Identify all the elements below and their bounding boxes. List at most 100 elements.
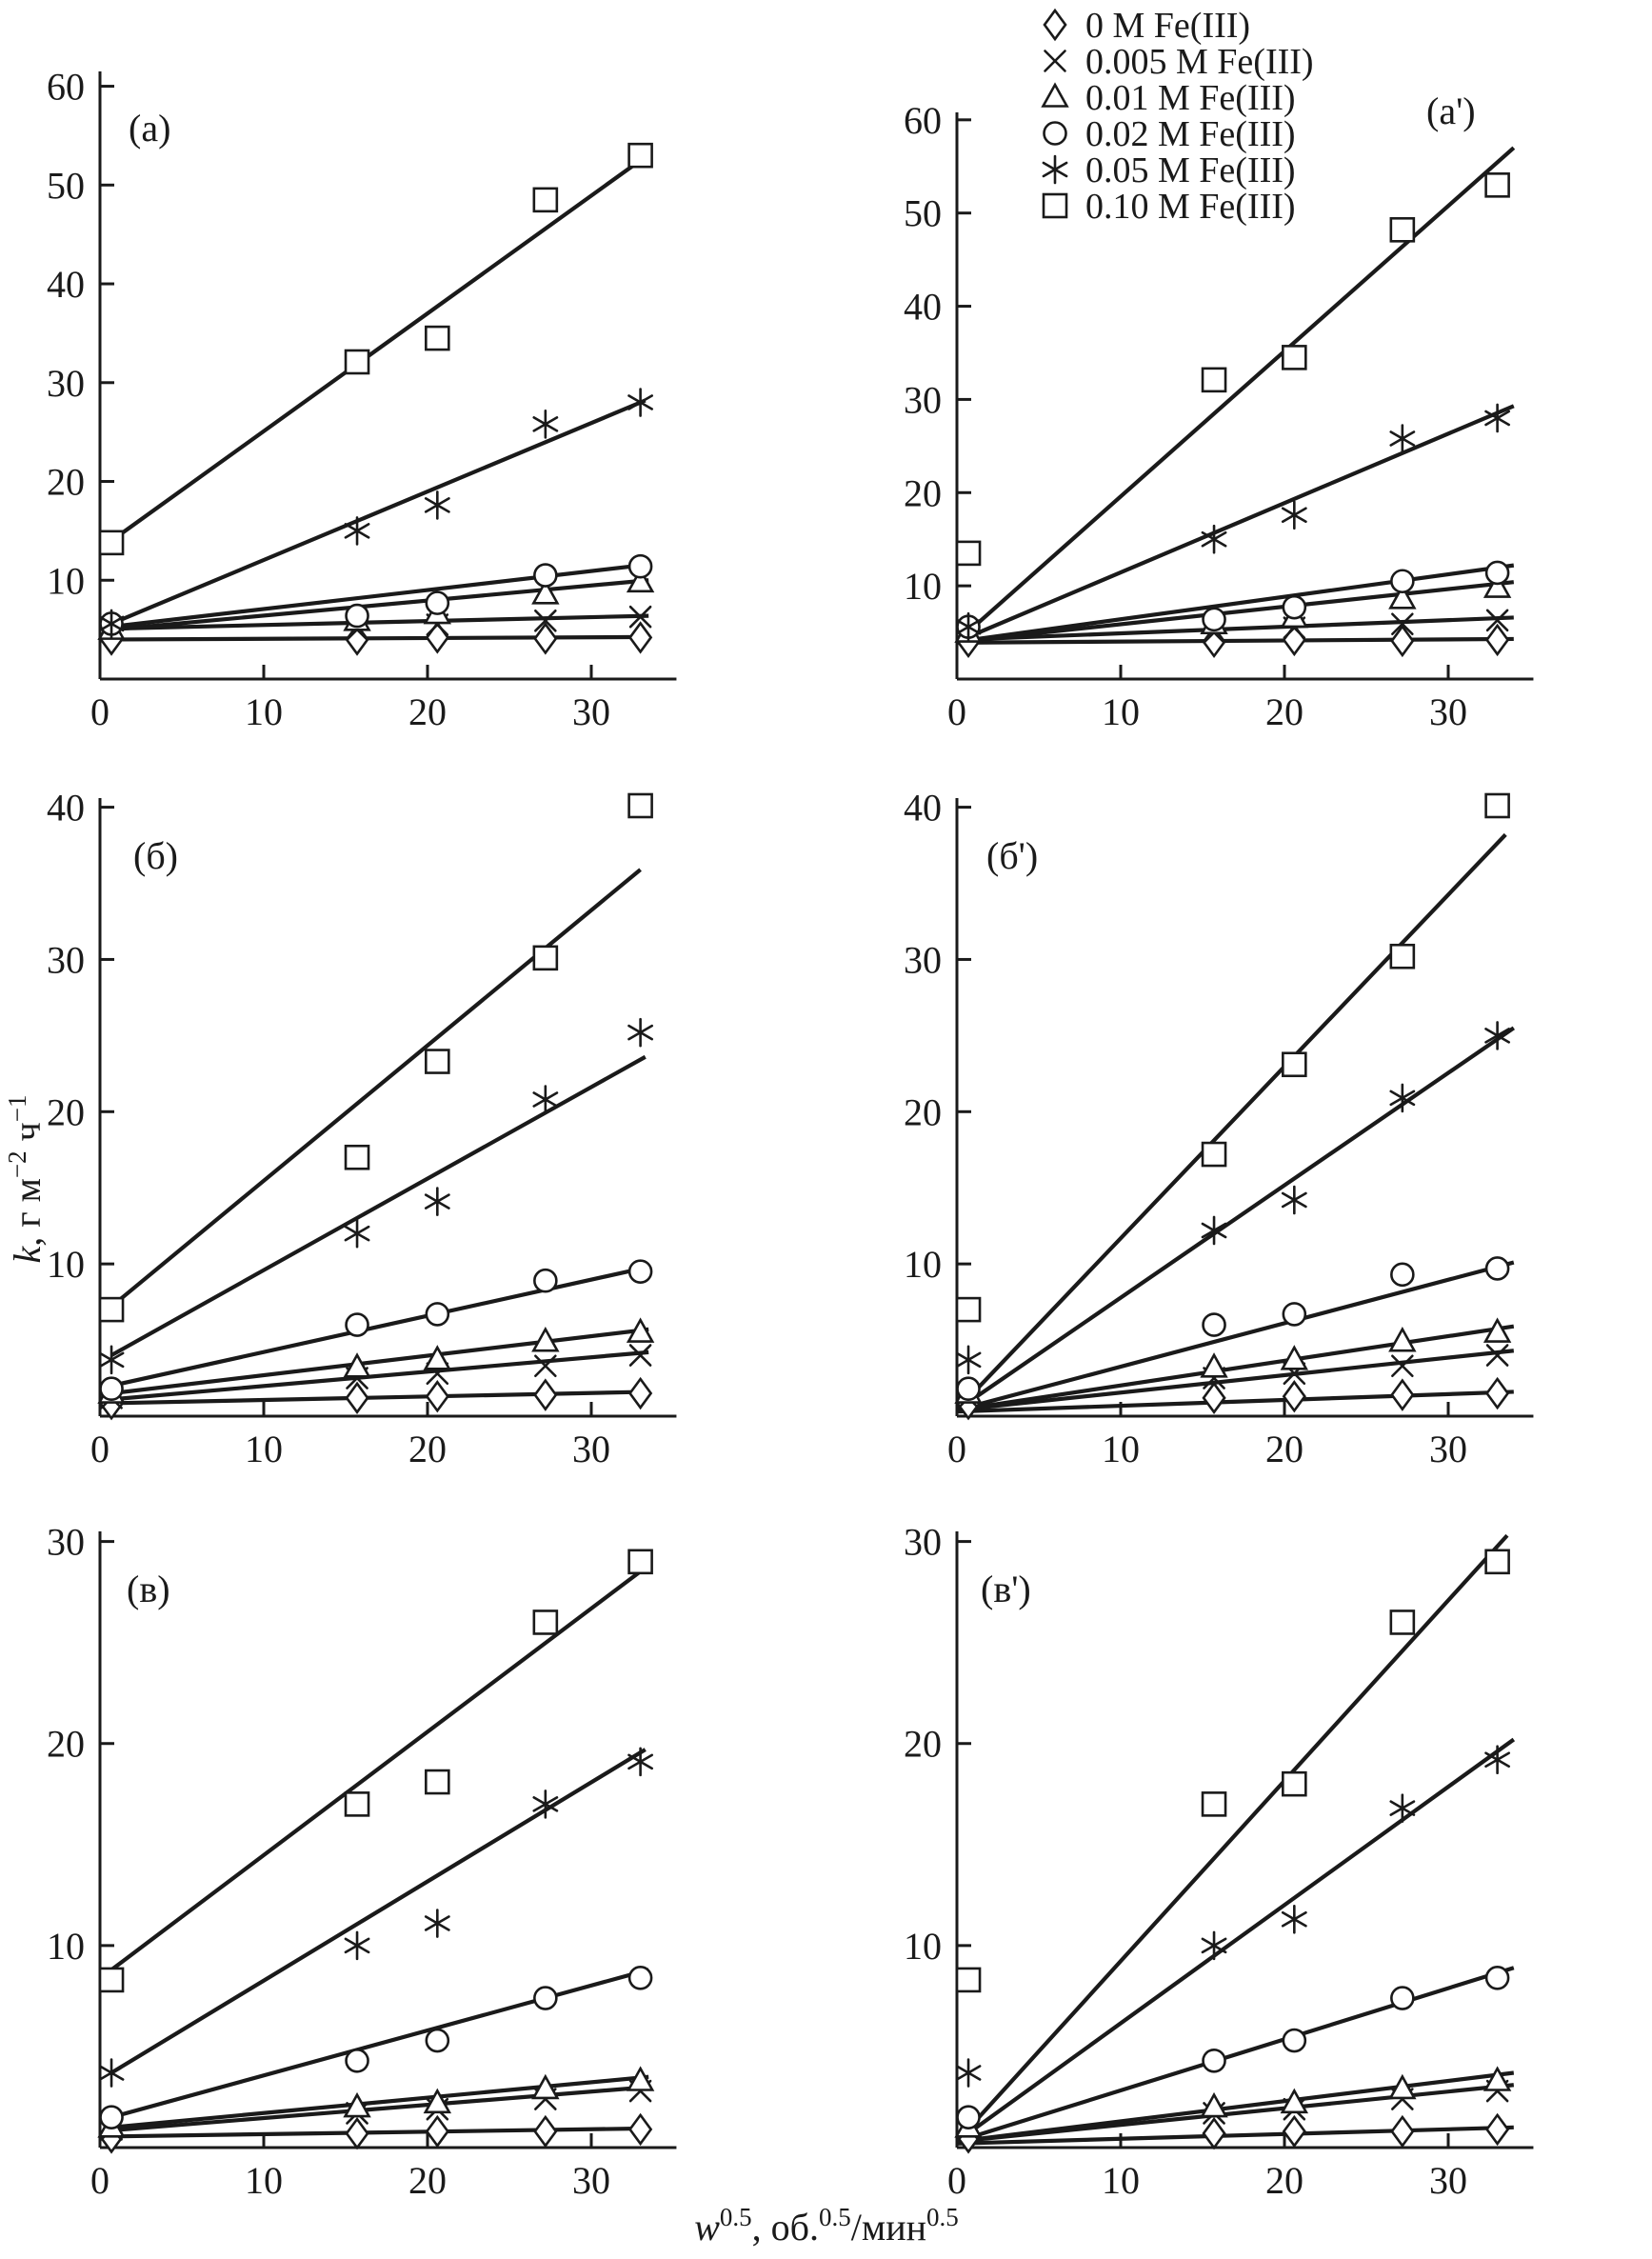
asterisk-marker: [1281, 1185, 1307, 1215]
x-cross-marker: [1391, 1354, 1414, 1378]
trend-line-circle: [956, 1966, 1515, 2144]
y-tick-label: 10: [904, 565, 942, 608]
diamond-marker: [1282, 1380, 1306, 1413]
diamond-marker: [1282, 623, 1306, 657]
y-tick-label: 40: [904, 286, 942, 329]
triangle-marker: [531, 579, 560, 605]
y-tick-label: 30: [904, 378, 942, 421]
x-tick-label: 30: [572, 690, 610, 733]
panel-b-prime-chart: 10 20 30 40 0 10 20 30 (б'): [904, 787, 1534, 1470]
square-marker: [1282, 1770, 1307, 1797]
asterisk-marker: [1201, 1930, 1227, 1961]
panel-label: (а'): [1426, 90, 1476, 132]
series-circle: [956, 1966, 1510, 2129]
y-tick-label: 20: [47, 1090, 85, 1133]
circle-marker: [627, 1966, 653, 1990]
triangle-marker: [626, 567, 655, 593]
x-tick-label: 10: [245, 690, 283, 733]
trend-line-diamond: [956, 1389, 1514, 1414]
diamond-marker: [627, 621, 653, 654]
x-tick-label: 30: [1429, 1428, 1467, 1470]
trend-line-triangle: [956, 580, 1515, 644]
diamond-marker: [627, 1376, 653, 1410]
y-tick-label: 20: [904, 1723, 942, 1766]
legend-item: 0.05 M Fe(III): [1042, 150, 1296, 190]
trend-line-asterisk: [110, 398, 647, 626]
panel-label: (в'): [981, 1568, 1031, 1610]
legend-item: 0.02 M Fe(III): [1043, 114, 1296, 154]
asterisk-marker: [532, 1085, 559, 1114]
series-diamond: [99, 1376, 653, 1421]
series-circle: [956, 560, 1510, 639]
circle-marker: [1390, 1262, 1415, 1288]
x-tick-label: 10: [1102, 690, 1140, 733]
series-triangle: [97, 1317, 655, 1404]
asterisk-marker: [627, 388, 654, 417]
diamond-marker: [1202, 1381, 1226, 1415]
series-square: [955, 1549, 1510, 1993]
x-tick-label: 0: [947, 1428, 966, 1470]
x-cross-marker: [628, 605, 652, 629]
x-tick-label: 30: [572, 2159, 610, 2202]
y-tick-label: 10: [904, 1925, 942, 1968]
x-tick-label: 0: [90, 690, 109, 733]
series-diamond: [99, 621, 653, 656]
y-tick-label: 30: [904, 938, 942, 981]
square-marker: [1201, 1141, 1227, 1168]
circle-marker: [1282, 1302, 1307, 1327]
trend-line-asterisk: [110, 1054, 647, 1357]
diamond-marker: [1202, 2116, 1226, 2150]
square-marker: [1389, 943, 1416, 970]
triangle-marker: [1483, 2066, 1512, 2091]
y-tick-label: 60: [904, 99, 942, 142]
series-square: [955, 172, 1510, 567]
triangle-marker: [1200, 2091, 1228, 2118]
trend-line-circle: [956, 1260, 1515, 1412]
triangle-marker: [1388, 1326, 1417, 1352]
trend-line-square: [109, 158, 642, 543]
y-tick-label: 60: [47, 66, 85, 109]
asterisk-marker: [424, 490, 450, 520]
panel-label: (в): [127, 1568, 170, 1610]
legend-item: 0.10 M Fe(III): [1042, 187, 1296, 227]
trend-line-asterisk: [956, 404, 1515, 644]
series-asterisk: [955, 403, 1510, 642]
trend-line-x-cross: [110, 2085, 649, 2133]
diamond-marker: [533, 2114, 558, 2149]
diamond-marker: [345, 1381, 369, 1415]
trend-line-x-cross: [956, 615, 1514, 642]
circle-marker: [1282, 2028, 1307, 2053]
x-tick-label: 20: [408, 1428, 447, 1470]
asterisk-marker: [1389, 424, 1416, 453]
asterisk-marker: [955, 1345, 982, 1375]
trend-line-circle: [110, 1265, 649, 1389]
square-marker: [1389, 217, 1416, 243]
square-marker: [1484, 1549, 1510, 1575]
y-tick-label: 20: [904, 471, 942, 514]
diamond-marker: [1390, 1378, 1415, 1411]
square-marker: [425, 325, 450, 351]
triangle-marker: [423, 2088, 452, 2114]
diamond-marker: [1202, 625, 1226, 659]
square-marker: [1389, 1609, 1416, 1635]
asterisk-marker: [344, 516, 370, 546]
trend-line-triangle: [110, 578, 649, 632]
x-tick-label: 20: [1265, 1428, 1304, 1470]
diamond-marker: [1390, 2114, 1415, 2149]
trend-line-square: [955, 832, 1507, 1412]
y-tick-label: 10: [47, 1243, 85, 1286]
triangle-marker: [531, 2073, 560, 2100]
y-tick-label: 30: [47, 938, 85, 981]
series-asterisk: [98, 388, 654, 639]
square-marker: [955, 1967, 982, 1993]
circle-marker: [425, 2028, 450, 2053]
triangle-marker: [343, 1352, 371, 1378]
legend-label: 0.05 M Fe(III): [1085, 150, 1296, 190]
triangle-marker: [531, 1326, 560, 1352]
asterisk-marker: [1281, 500, 1307, 530]
trend-line-circle: [110, 562, 649, 630]
trend-line-diamond: [111, 634, 649, 642]
x-cross-marker: [628, 1344, 652, 1367]
circle-marker: [99, 1376, 124, 1402]
trend-line-diamond: [956, 2125, 1514, 2146]
